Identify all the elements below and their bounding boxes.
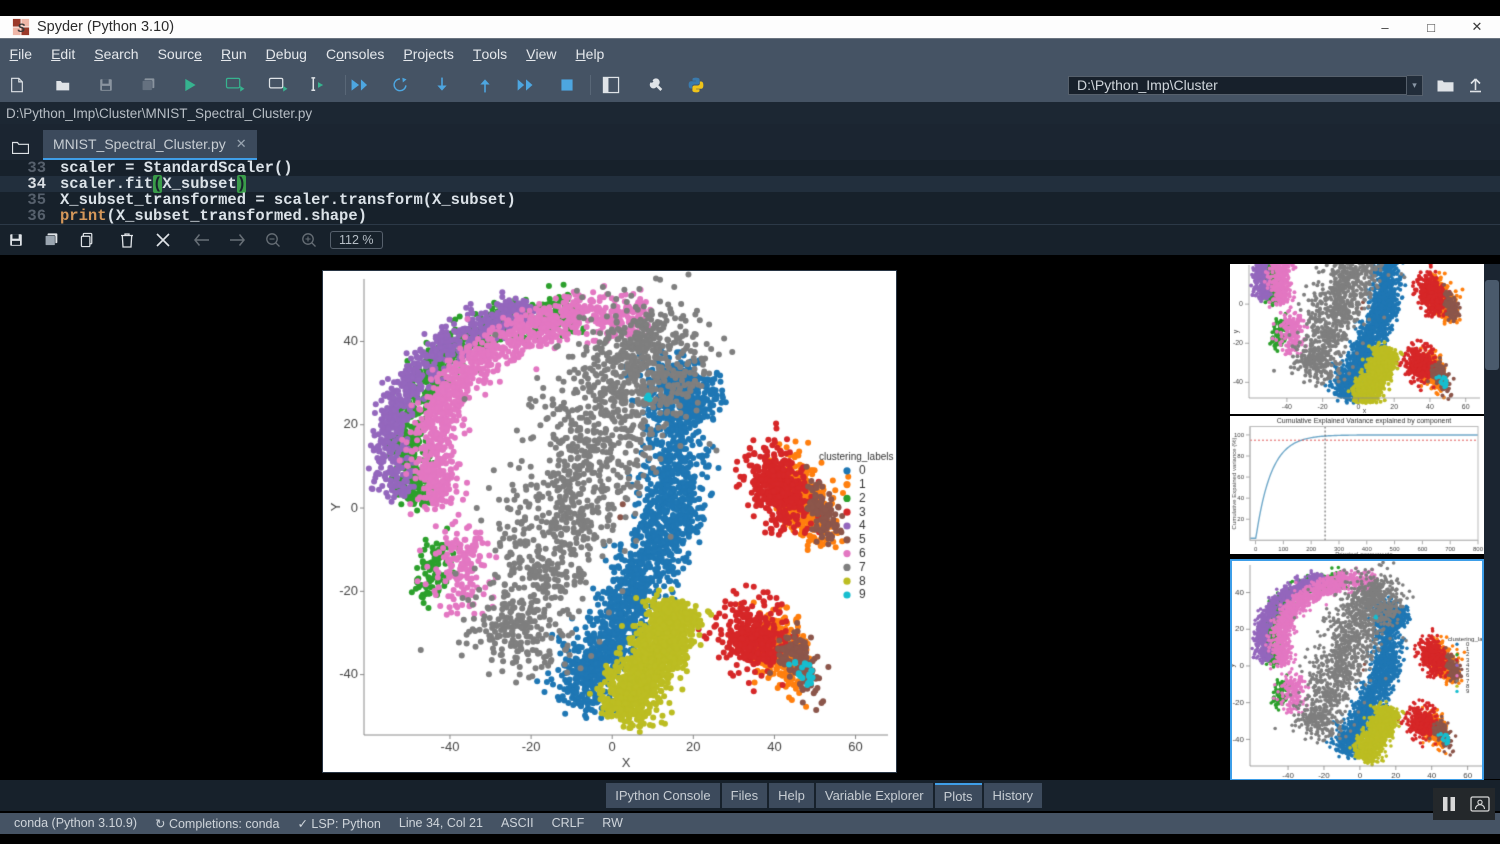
svg-text:S: S	[17, 22, 25, 35]
